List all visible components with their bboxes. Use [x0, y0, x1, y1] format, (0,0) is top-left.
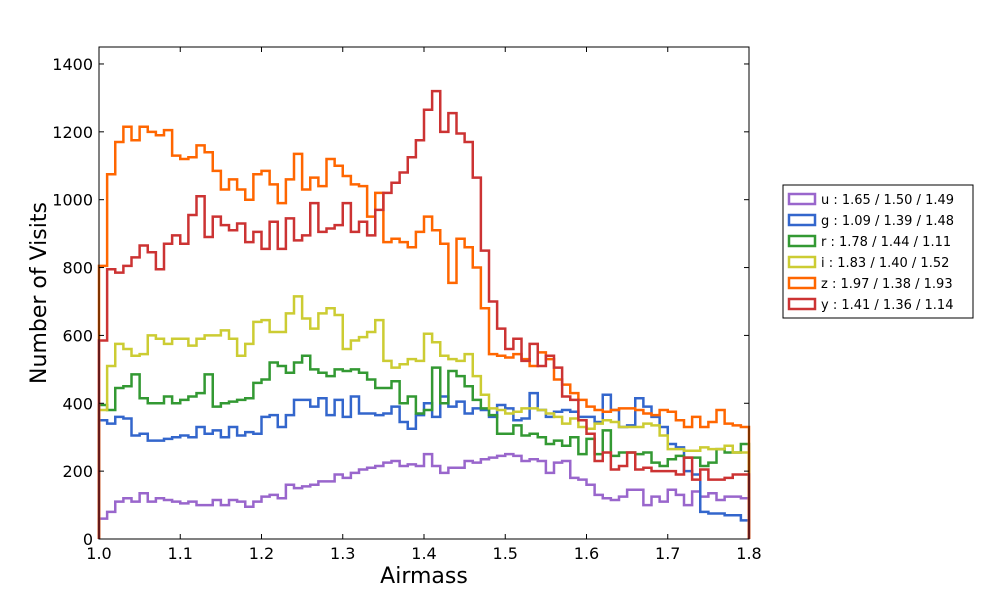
y-tick-label: 200 — [62, 462, 93, 481]
y-tick-label: 1200 — [52, 123, 93, 142]
legend: u : 1.65 / 1.50 / 1.49 g : 1.09 / 1.39 / … — [782, 184, 974, 319]
x-tick-label: 1.0 — [86, 544, 111, 563]
legend-label-0: u : 1.65 / 1.50 / 1.49 — [821, 193, 954, 208]
x-tick-label: 1.5 — [493, 544, 518, 563]
series-line-5 — [97, 89, 751, 539]
legend-swatch-5 — [787, 297, 817, 311]
legend-label-4: z : 1.97 / 1.38 / 1.93 — [821, 277, 953, 292]
x-tick-label: 1.6 — [574, 544, 599, 563]
x-tick-label: 1.8 — [736, 544, 761, 563]
series-line-2 — [97, 354, 751, 539]
series-line-3 — [97, 295, 751, 539]
y-tick-label: 800 — [62, 259, 93, 278]
legend-swatch-0 — [787, 192, 817, 206]
y-tick-label: 600 — [62, 326, 93, 345]
y-tick-label: 1400 — [52, 55, 93, 74]
series-line-4 — [97, 125, 751, 539]
x-tick-label: 1.3 — [330, 544, 355, 563]
legend-label-2: r : 1.78 / 1.44 / 1.11 — [821, 235, 951, 250]
x-tick-label: 1.1 — [168, 544, 193, 563]
y-tick-label: 0 — [83, 530, 93, 549]
legend-swatch-3 — [787, 255, 817, 269]
legend-frame — [782, 184, 974, 319]
y-tick-label: 400 — [62, 394, 93, 413]
series-layer — [97, 89, 751, 539]
y-tick-label: 1000 — [52, 191, 93, 210]
ticks-layer: 1.0 1.1 1.2 1.3 1.4 1.5 1.6 1.7 1.8 0 200 400 600 800… — [52, 47, 762, 563]
x-tick-label: 1.2 — [249, 544, 274, 563]
x-tick-label: 1.7 — [655, 544, 680, 563]
legend-label-5: y : 1.41 / 1.36 / 1.14 — [821, 298, 953, 313]
x-axis-title: Airmass — [380, 564, 468, 589]
y-axis-title: Number of Visits — [27, 202, 52, 384]
legend-swatch-2 — [787, 234, 817, 248]
legend-label-1: g : 1.09 / 1.39 / 1.48 — [821, 214, 954, 229]
legend-swatch-4 — [787, 276, 817, 290]
series-line-0 — [97, 452, 751, 539]
legend-swatch-1 — [787, 213, 817, 227]
x-tick-label: 1.4 — [411, 544, 436, 563]
legend-label-3: i : 1.83 / 1.40 / 1.52 — [821, 256, 949, 271]
